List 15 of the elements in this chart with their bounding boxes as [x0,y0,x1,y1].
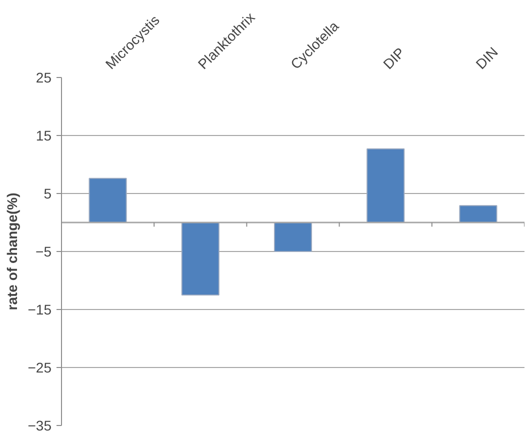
y-tick-label: 25 [36,70,52,86]
bar [459,205,498,223]
x-tick-label: DIN [472,44,501,72]
y-axis-title: rate of change(%) [4,192,20,310]
y-tick-label: −25 [28,360,52,376]
x-tick-label: DIP [380,44,408,72]
bar [274,222,312,252]
bar [181,222,220,296]
y-tick-label: −5 [36,244,52,260]
y-tick-label: −15 [28,302,52,318]
bar [88,178,127,223]
bar [366,148,405,223]
y-tick-label: 15 [36,128,52,144]
y-tick-label: 5 [44,186,52,202]
y-tick-label: −35 [28,418,52,434]
